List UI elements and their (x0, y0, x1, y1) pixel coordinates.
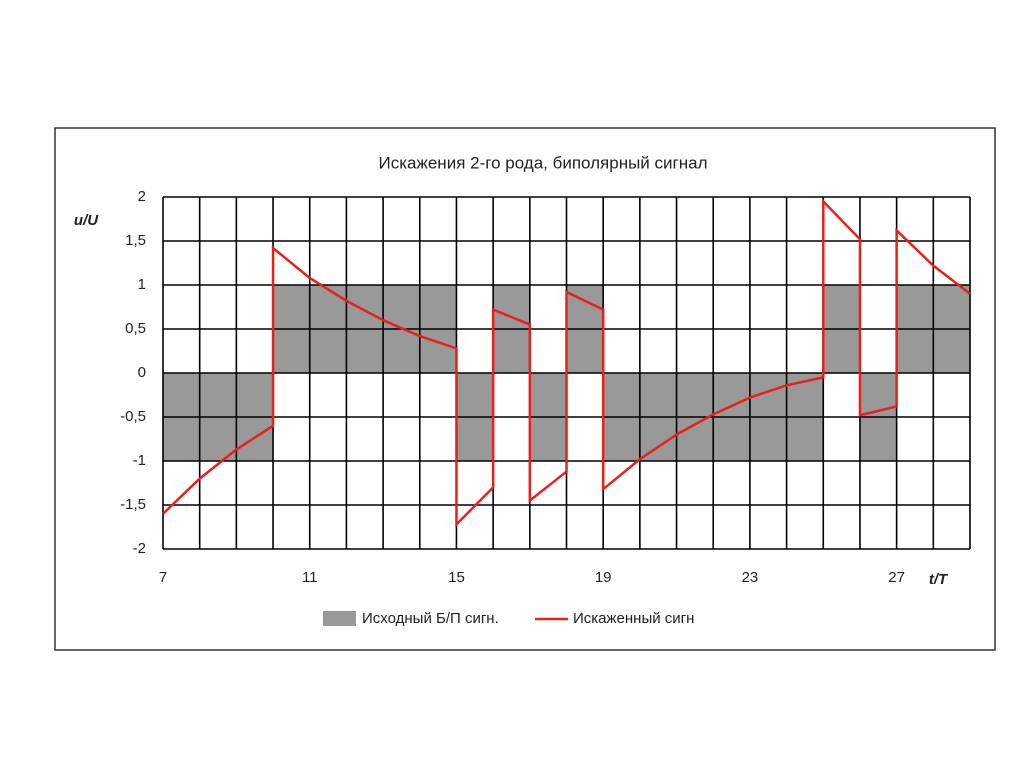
x-tick-label: 23 (742, 569, 759, 586)
x-tick-label: 7 (159, 569, 167, 586)
y-axis-label: u/U (74, 212, 99, 229)
y-tick-label: 0 (138, 364, 146, 381)
legend-swatch (323, 611, 356, 626)
y-tick-label: -0,5 (120, 408, 146, 425)
distorted-line (162, 198, 971, 528)
x-tick-label: 19 (595, 569, 612, 586)
x-tick-label: 27 (888, 569, 905, 586)
y-tick-label: 0,5 (125, 320, 146, 337)
x-tick-label: 11 (302, 569, 318, 586)
y-tick-label: -2 (133, 540, 146, 557)
legend-label: Искаженный сигн (573, 610, 694, 627)
legend-label: Исходный Б/П сигн. (362, 610, 499, 627)
x-axis-label: t/T (929, 571, 949, 588)
y-tick-label: 1 (138, 276, 146, 293)
y-tick-label: -1 (133, 452, 146, 469)
y-tick-label: -1,5 (120, 496, 146, 513)
chart-title: Искажения 2-го рода, биполярный сигнал (379, 153, 708, 172)
y-tick-label: 2 (138, 188, 146, 205)
y-tick-label: 1,5 (125, 232, 146, 249)
x-tick-label: 15 (448, 569, 465, 586)
